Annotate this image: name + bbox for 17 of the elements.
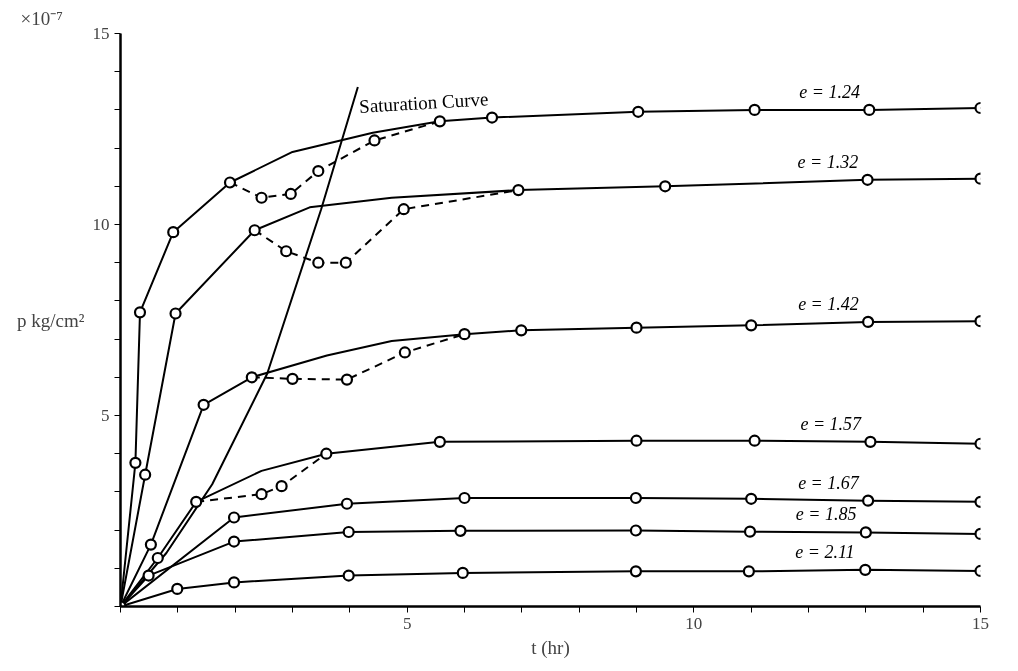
y-axis-title: p kg/cm² [17, 309, 85, 331]
series-label: e = 1.67 [798, 472, 860, 493]
y-tick-label: 10 [92, 215, 110, 234]
text: ×10⁻⁷ [20, 7, 63, 29]
series-label: e = 1.24 [799, 81, 860, 102]
x-tick-label: 15 [972, 613, 989, 633]
x-axis-title: t (hr) [531, 636, 570, 659]
series-label: e = 2.11 [795, 541, 855, 562]
series-label: e = 1.42 [798, 293, 859, 314]
series-label: e = 1.32 [797, 151, 859, 172]
y-tick-label: 5 [101, 406, 110, 425]
x-tick-label: 5 [402, 613, 412, 633]
y-tick-label: 15 [92, 24, 110, 43]
x-tick-label: 10 [685, 613, 703, 633]
series-label: Saturation Curve [358, 88, 489, 117]
series-label: e = 1.57 [800, 413, 863, 434]
series-label: e = 1.85 [795, 504, 857, 525]
